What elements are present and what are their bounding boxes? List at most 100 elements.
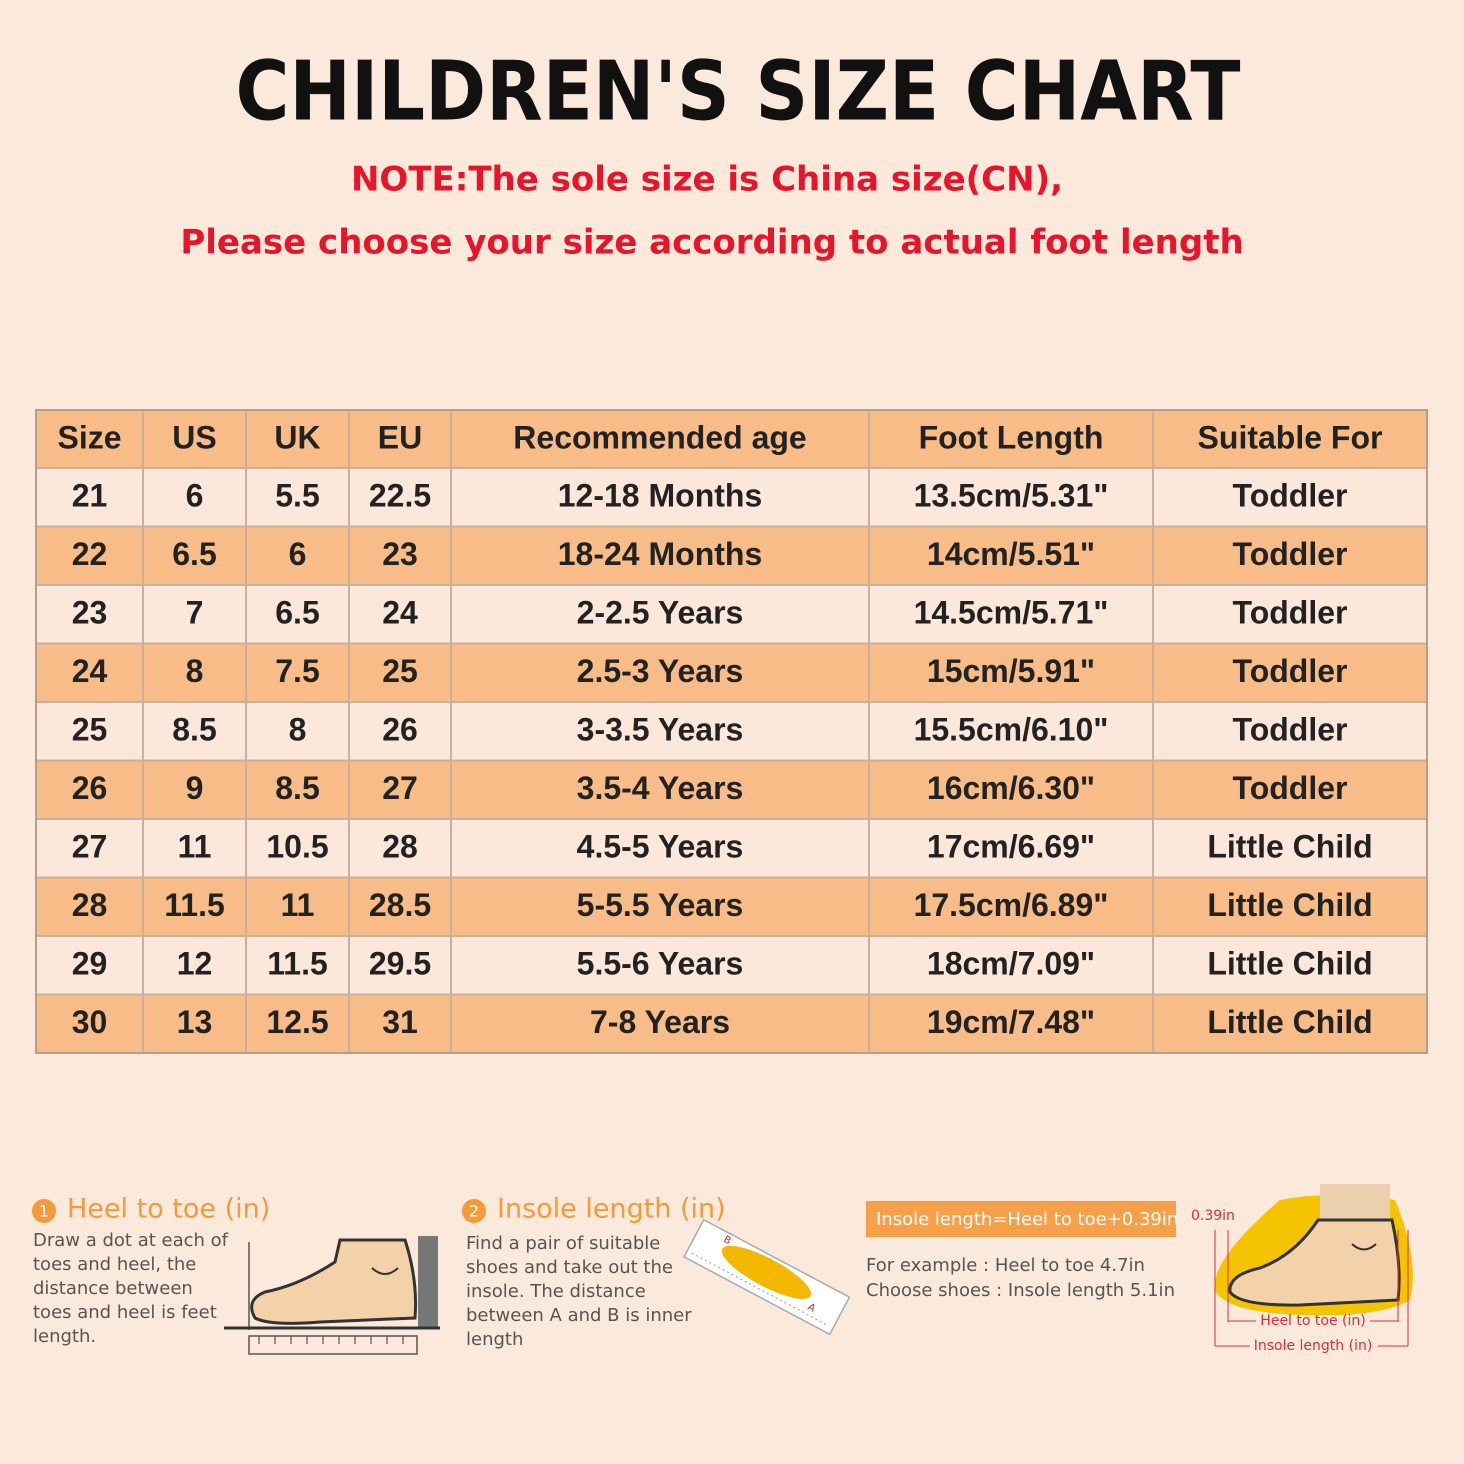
table-cell: 3.5-4 Years — [577, 770, 744, 806]
desc-line: toes and heel, the — [33, 1254, 196, 1275]
table-cell: 2.5-3 Years — [577, 653, 744, 689]
table-cell: 15.5cm/6.10" — [914, 712, 1109, 748]
table-cell: Little Child — [1207, 1004, 1372, 1040]
table-row — [36, 526, 1427, 585]
point-label: A — [806, 1302, 817, 1315]
note-line: NOTE:The sole size is China size(CN), — [351, 160, 1063, 200]
step-badge — [462, 1199, 486, 1223]
header-row — [36, 410, 1427, 468]
table-cell: Toddler — [1233, 478, 1348, 514]
table-cell: 12 — [177, 946, 213, 982]
table-cell: 14.5cm/5.71" — [914, 595, 1109, 631]
table-cell: Toddler — [1233, 712, 1348, 748]
step-number: 2 — [469, 1202, 479, 1221]
table-cell: 18cm/7.09" — [927, 946, 1095, 982]
table-cell: 8.5 — [172, 712, 216, 748]
table-cell: 27 — [72, 829, 108, 865]
table-cell: 5.5-6 Years — [577, 946, 744, 982]
measure-label: Insole length (in) — [1254, 1338, 1373, 1354]
table-cell: 30 — [72, 1004, 108, 1040]
table-cell: 28.5 — [369, 887, 431, 923]
desc-line: length — [466, 1329, 523, 1350]
example-line: For example : Heel to toe 4.7in — [866, 1255, 1145, 1276]
table-cell: 19cm/7.48" — [927, 1004, 1095, 1040]
table-cell: 10.5 — [266, 829, 328, 865]
table-cell: 14cm/5.51" — [927, 536, 1095, 572]
table-row — [36, 643, 1427, 702]
table-cell: Toddler — [1233, 595, 1348, 631]
table-cell: 6 — [186, 478, 204, 514]
desc-line: insole. The distance — [466, 1281, 646, 1302]
table-cell: 29 — [72, 946, 108, 982]
table-row — [36, 936, 1427, 995]
table-cell: 25 — [382, 653, 418, 689]
size-table: Size US UK EU Recommended age Foot Length Suit… — [35, 409, 1428, 1054]
measure-illustration — [1214, 1184, 1413, 1347]
table-cell: 9 — [186, 770, 204, 806]
table-cell: 6.5 — [275, 595, 319, 631]
table-cell: 29.5 — [369, 946, 431, 982]
table-cell: 7.5 — [275, 653, 319, 689]
column-header: UK — [274, 419, 320, 455]
table-cell: Toddler — [1233, 536, 1348, 572]
table-cell: 6 — [289, 536, 307, 572]
table-cell: 22 — [72, 536, 108, 572]
formula: Insole length=Heel to toe+0.39in — [876, 1209, 1178, 1230]
foot-illustration — [224, 1236, 440, 1355]
table-cell: 28 — [382, 829, 418, 865]
table-cell: 4.5-5 Years — [577, 829, 744, 865]
table-cell: 2-2.5 Years — [577, 595, 744, 631]
table-cell: 26 — [382, 712, 418, 748]
table-cell: 25 — [72, 712, 108, 748]
note-line: Please choose your size according to act… — [180, 223, 1243, 263]
table-cell: 21 — [72, 478, 108, 514]
desc-line: toes and heel is feet — [33, 1302, 217, 1323]
table-cell: 15cm/5.91" — [927, 653, 1095, 689]
table-cell: 8 — [186, 653, 204, 689]
formula-box — [866, 1201, 1176, 1237]
point-label: B — [721, 1234, 732, 1247]
title: CHILDREN'S SIZE CHART — [236, 44, 1241, 139]
step-text: Draw a dot at each of toes and heel, the… — [33, 1230, 229, 1347]
table-cell: Toddler — [1233, 653, 1348, 689]
table-border — [35, 409, 1428, 1054]
measure-label: 0.39in — [1191, 1208, 1235, 1224]
table-cell: 5-5.5 Years — [577, 887, 744, 923]
table-cell: 24 — [382, 595, 418, 631]
table-cell: 8.5 — [275, 770, 319, 806]
step-number: 1 — [39, 1202, 49, 1221]
table-cell: 7 — [186, 595, 204, 631]
table-row — [36, 819, 1427, 878]
table-row — [36, 585, 1427, 644]
table-cell: 13 — [177, 1004, 213, 1040]
table-cell: 22.5 — [369, 478, 431, 514]
column-header: EU — [378, 419, 422, 455]
table-row — [36, 702, 1427, 761]
step-text: Find a pair of suitable shoes and take o… — [466, 1233, 692, 1350]
table-cell: 5.5 — [275, 478, 319, 514]
example-line: Choose shoes : Insole length 5.1in — [866, 1280, 1175, 1301]
table-cell: 11 — [281, 887, 315, 923]
measure-label: Heel to toe (in) — [1260, 1313, 1365, 1329]
table-cell: 13.5cm/5.31" — [914, 478, 1109, 514]
table-cell: 6.5 — [172, 536, 216, 572]
step-badge — [32, 1199, 56, 1223]
table-cell: 31 — [382, 1004, 418, 1040]
column-header: Suitable For — [1198, 419, 1383, 455]
table-cell: 24 — [72, 653, 108, 689]
step-title: Insole length (in) — [497, 1194, 726, 1225]
table-cell: Little Child — [1207, 887, 1372, 923]
column-header: Foot Length — [919, 419, 1104, 455]
desc-line: Draw a dot at each of — [33, 1230, 229, 1251]
table-row — [36, 760, 1427, 819]
table-cell: 17cm/6.69" — [927, 829, 1095, 865]
table-cell: 16cm/6.30" — [927, 770, 1095, 806]
column-header: Size — [57, 419, 121, 455]
desc-line: distance between — [33, 1278, 193, 1299]
table-cell: 23 — [72, 595, 108, 631]
desc-line: shoes and take out the — [466, 1257, 673, 1278]
table-cell: 28 — [72, 887, 108, 923]
table-cell: 3-3.5 Years — [577, 712, 744, 748]
desc-line: between A and B is inner — [466, 1305, 692, 1326]
